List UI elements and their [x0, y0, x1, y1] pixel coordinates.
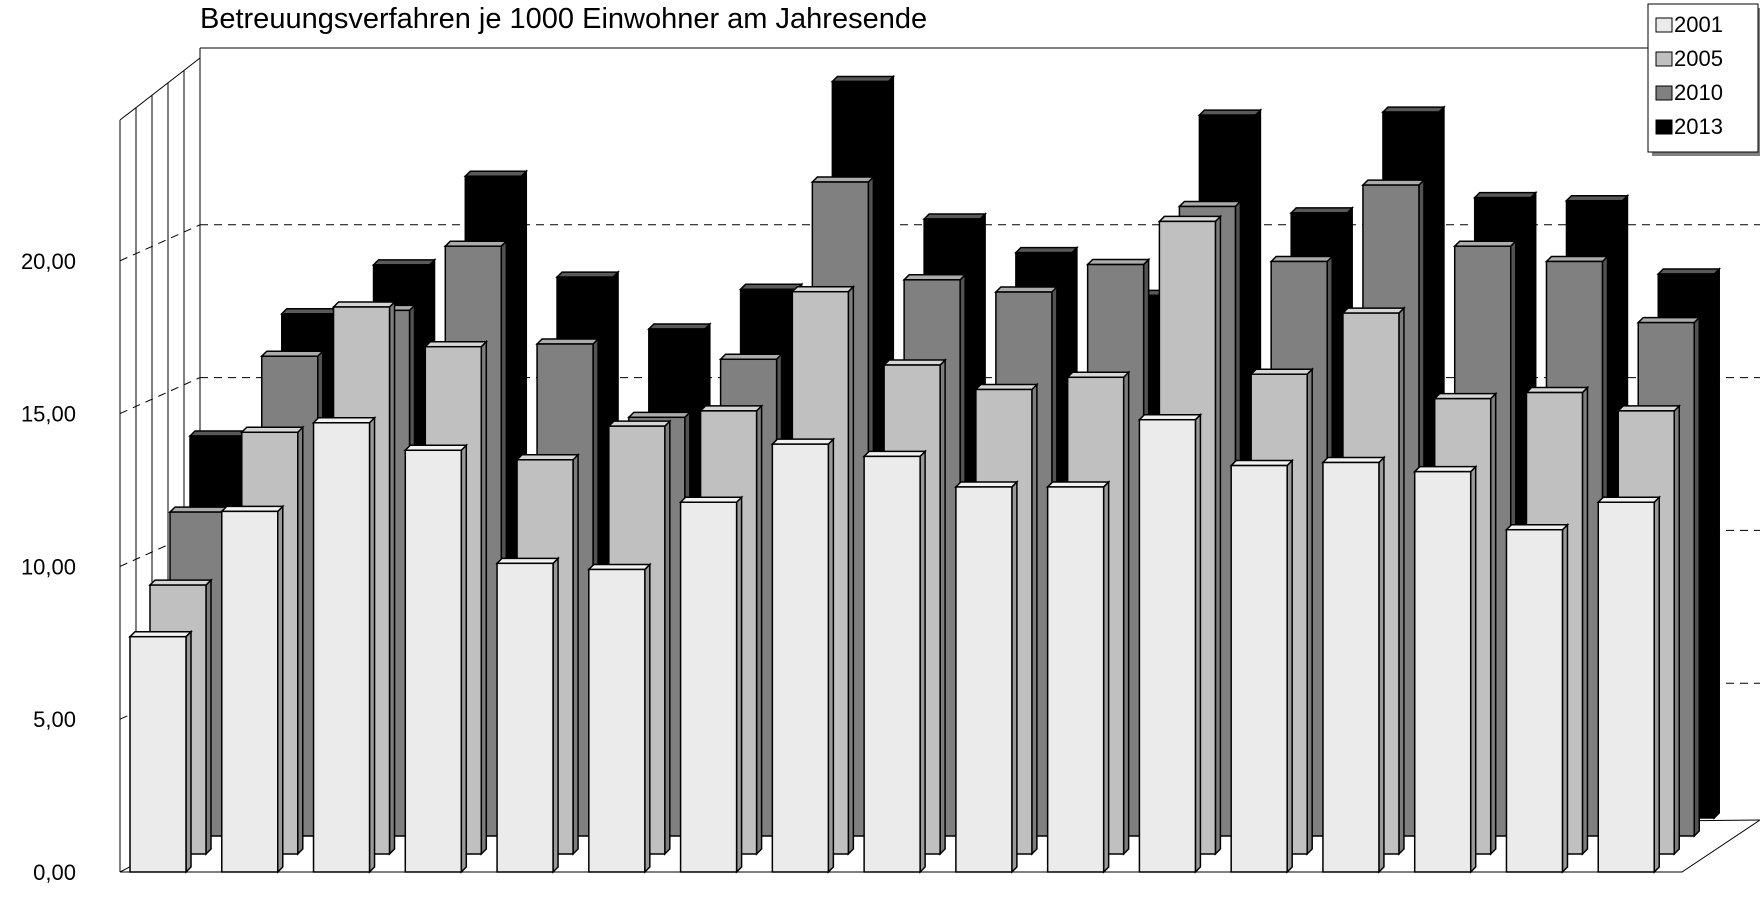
gridline-depth	[119, 377, 201, 415]
bar	[1045, 480, 1111, 874]
bar-front	[1046, 486, 1105, 873]
bar	[1321, 455, 1386, 874]
gridline-depth	[119, 224, 201, 262]
bar-top	[1085, 258, 1151, 266]
bar-front	[1138, 418, 1197, 873]
legend-label: 2005	[1674, 46, 1723, 71]
bar-front	[771, 443, 830, 873]
bar-front	[129, 635, 187, 873]
bar	[1412, 464, 1478, 874]
legend-swatch	[1655, 119, 1673, 135]
y-tick-label: 20,00	[21, 249, 76, 274]
bar-top	[902, 274, 967, 281]
bar	[1229, 458, 1294, 874]
chart-title: Betreuungsverfahren je 1000 Einwohner am…	[200, 3, 927, 35]
bar-top	[862, 450, 927, 458]
bar	[954, 480, 1019, 874]
bar	[1504, 522, 1570, 874]
bar-top	[607, 420, 672, 427]
bars	[128, 74, 1722, 874]
bar-front	[863, 455, 921, 873]
bar-front	[1322, 461, 1380, 873]
bar-front	[679, 501, 738, 873]
bar	[219, 504, 285, 874]
bar-front	[221, 510, 279, 873]
y-tick-label: 15,00	[21, 402, 76, 427]
bar-front	[1597, 501, 1655, 873]
bar-top	[587, 563, 652, 571]
bar-top	[922, 213, 987, 220]
bar	[403, 443, 469, 874]
bar	[128, 629, 193, 874]
side-wall-top	[119, 57, 201, 121]
bar-top	[882, 359, 947, 366]
bar	[311, 415, 377, 874]
bar	[770, 437, 836, 874]
legend-swatch	[1655, 51, 1673, 67]
legend-label: 2010	[1674, 80, 1723, 105]
legend-swatch	[1655, 17, 1673, 33]
legend-swatch	[1655, 85, 1673, 101]
y-tick-label: 10,00	[21, 554, 76, 579]
y-tick-label: 0,00	[33, 860, 76, 885]
bar-front	[588, 568, 646, 873]
y-tick-label: 5,00	[33, 707, 76, 732]
bar-front	[1413, 470, 1472, 873]
legend-label: 2013	[1674, 114, 1723, 139]
bar	[1137, 412, 1203, 874]
bar-front	[1230, 464, 1288, 873]
bar	[587, 562, 652, 874]
bar-top	[331, 301, 397, 308]
bar-top	[1137, 413, 1203, 421]
bar-top	[647, 323, 712, 330]
bar-top	[770, 438, 836, 445]
bar-top	[718, 353, 784, 361]
bar-top	[974, 383, 1039, 391]
bar-top	[1412, 465, 1478, 473]
legend: 2001 2005 2010 2013	[1647, 3, 1760, 156]
bar-front	[496, 562, 554, 873]
series-2001	[128, 412, 1662, 874]
bar-front	[312, 422, 371, 873]
bar-front	[404, 449, 463, 873]
bar	[862, 449, 927, 874]
bar-front	[1505, 528, 1564, 873]
bar-top	[1065, 371, 1131, 379]
bar-top	[311, 417, 377, 424]
bar-top	[128, 630, 193, 638]
bar	[495, 556, 560, 874]
bar	[1596, 495, 1662, 874]
legend-label: 2001	[1674, 12, 1723, 37]
bar	[678, 495, 744, 874]
bar-front	[955, 486, 1013, 873]
